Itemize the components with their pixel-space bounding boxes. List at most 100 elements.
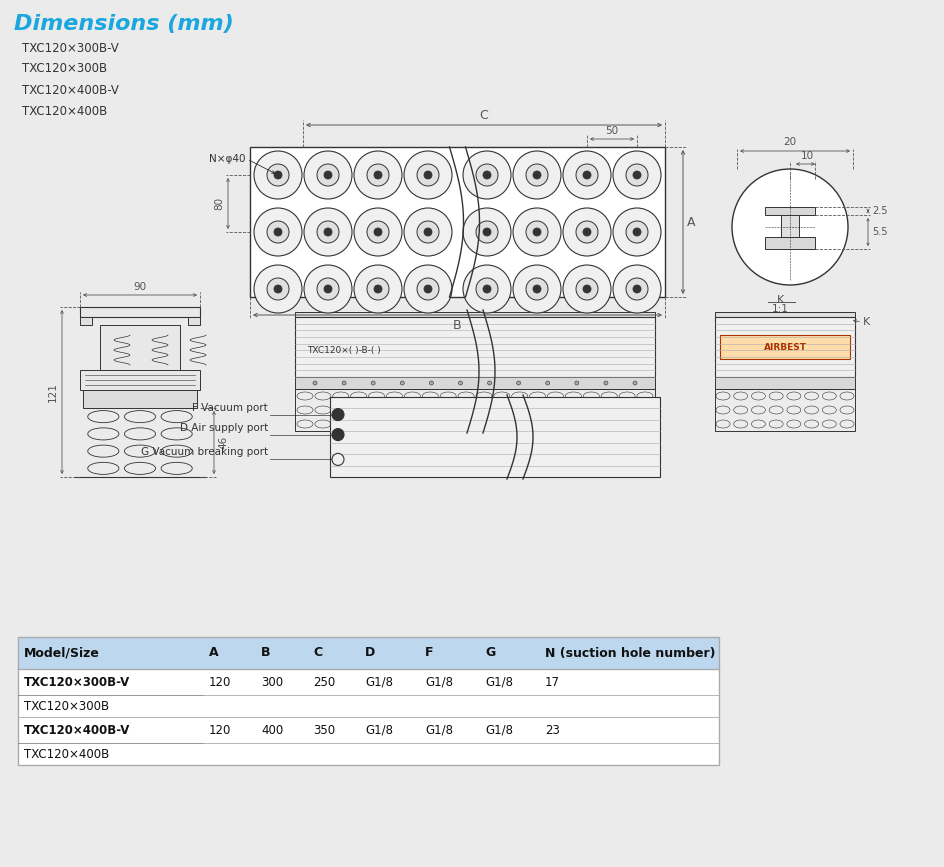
Text: G Vacuum breaking port: G Vacuum breaking port [141,447,268,458]
Circle shape [424,285,432,293]
Text: C: C [480,109,488,122]
Text: 350: 350 [313,723,335,736]
Circle shape [463,208,511,256]
Circle shape [274,171,282,179]
Text: N (suction hole number): N (suction hole number) [545,647,716,660]
Circle shape [371,381,375,385]
Text: 23: 23 [545,723,560,736]
Circle shape [267,221,289,243]
Circle shape [626,221,648,243]
Circle shape [367,164,389,186]
Circle shape [583,285,591,293]
Circle shape [342,381,346,385]
Text: F Vacuum port: F Vacuum port [193,402,268,413]
Text: K: K [863,317,870,327]
Bar [188,317,200,325]
Text: TXC120×400B-V: TXC120×400B-V [22,84,119,97]
Circle shape [633,285,641,293]
Bar [80,317,92,325]
Circle shape [483,285,491,293]
Circle shape [424,228,432,236]
Circle shape [424,171,432,179]
Circle shape [576,278,598,300]
Text: TXC120×300B-V: TXC120×300B-V [24,675,130,688]
Text: 10: 10 [801,151,814,161]
Circle shape [526,164,548,186]
Circle shape [417,221,439,243]
Text: 50: 50 [605,126,618,136]
Text: G: G [485,647,496,660]
Circle shape [374,285,382,293]
Bar [80,370,200,390]
Circle shape [417,164,439,186]
Circle shape [563,151,611,199]
Circle shape [483,171,491,179]
Text: Dimensions (mm): Dimensions (mm) [14,14,234,34]
Circle shape [400,381,404,385]
Circle shape [563,208,611,256]
Text: D: D [365,647,376,660]
Text: A: A [687,216,696,229]
Circle shape [513,151,561,199]
Bar [720,335,850,359]
Circle shape [516,381,521,385]
Circle shape [583,228,591,236]
Circle shape [324,285,332,293]
Text: G1/8: G1/8 [425,675,453,688]
Circle shape [613,151,661,199]
Text: TXC120×400B: TXC120×400B [24,747,110,760]
Circle shape [404,208,452,256]
Circle shape [613,208,661,256]
Bar [80,307,200,317]
Text: 400: 400 [261,723,283,736]
Circle shape [374,171,382,179]
Bar [18,637,719,765]
Circle shape [732,169,848,285]
Text: 250: 250 [313,675,335,688]
Circle shape [367,278,389,300]
Text: B: B [453,319,462,332]
Circle shape [476,221,498,243]
Text: TXC120×300B: TXC120×300B [24,700,110,713]
Text: G1/8: G1/8 [485,675,513,688]
Text: 300: 300 [261,675,283,688]
Text: TXC120×300B-V: TXC120×300B-V [22,42,119,55]
Circle shape [533,171,541,179]
Circle shape [476,278,498,300]
Circle shape [304,208,352,256]
Bar [765,207,815,215]
Text: 2.5: 2.5 [872,206,887,216]
Circle shape [324,171,332,179]
Text: G1/8: G1/8 [425,723,453,736]
Bar [18,637,719,765]
Text: C: C [313,647,322,660]
Text: F: F [425,647,433,660]
Text: G1/8: G1/8 [365,723,393,736]
Text: TXC120×( )-B-( ): TXC120×( )-B-( ) [307,346,380,355]
Circle shape [613,265,661,313]
Text: G1/8: G1/8 [485,723,513,736]
Text: 1:1: 1:1 [771,304,788,314]
Circle shape [633,228,641,236]
Bar [18,637,719,669]
Text: TXC120×400B: TXC120×400B [22,105,108,118]
Circle shape [576,164,598,186]
Text: D Air supply port: D Air supply port [179,422,268,433]
Circle shape [304,265,352,313]
Text: G1/8: G1/8 [365,675,393,688]
Circle shape [604,381,608,385]
Circle shape [274,285,282,293]
Text: Model/Size: Model/Size [24,647,100,660]
Text: 121: 121 [48,382,58,402]
Circle shape [304,151,352,199]
Text: 17: 17 [545,675,560,688]
Bar [295,317,655,377]
Text: AIRBEST: AIRBEST [764,342,806,351]
Circle shape [533,285,541,293]
Bar [295,377,655,389]
Circle shape [404,151,452,199]
Circle shape [533,228,541,236]
Bar [330,397,660,477]
Circle shape [317,278,339,300]
Text: 90: 90 [133,282,146,292]
